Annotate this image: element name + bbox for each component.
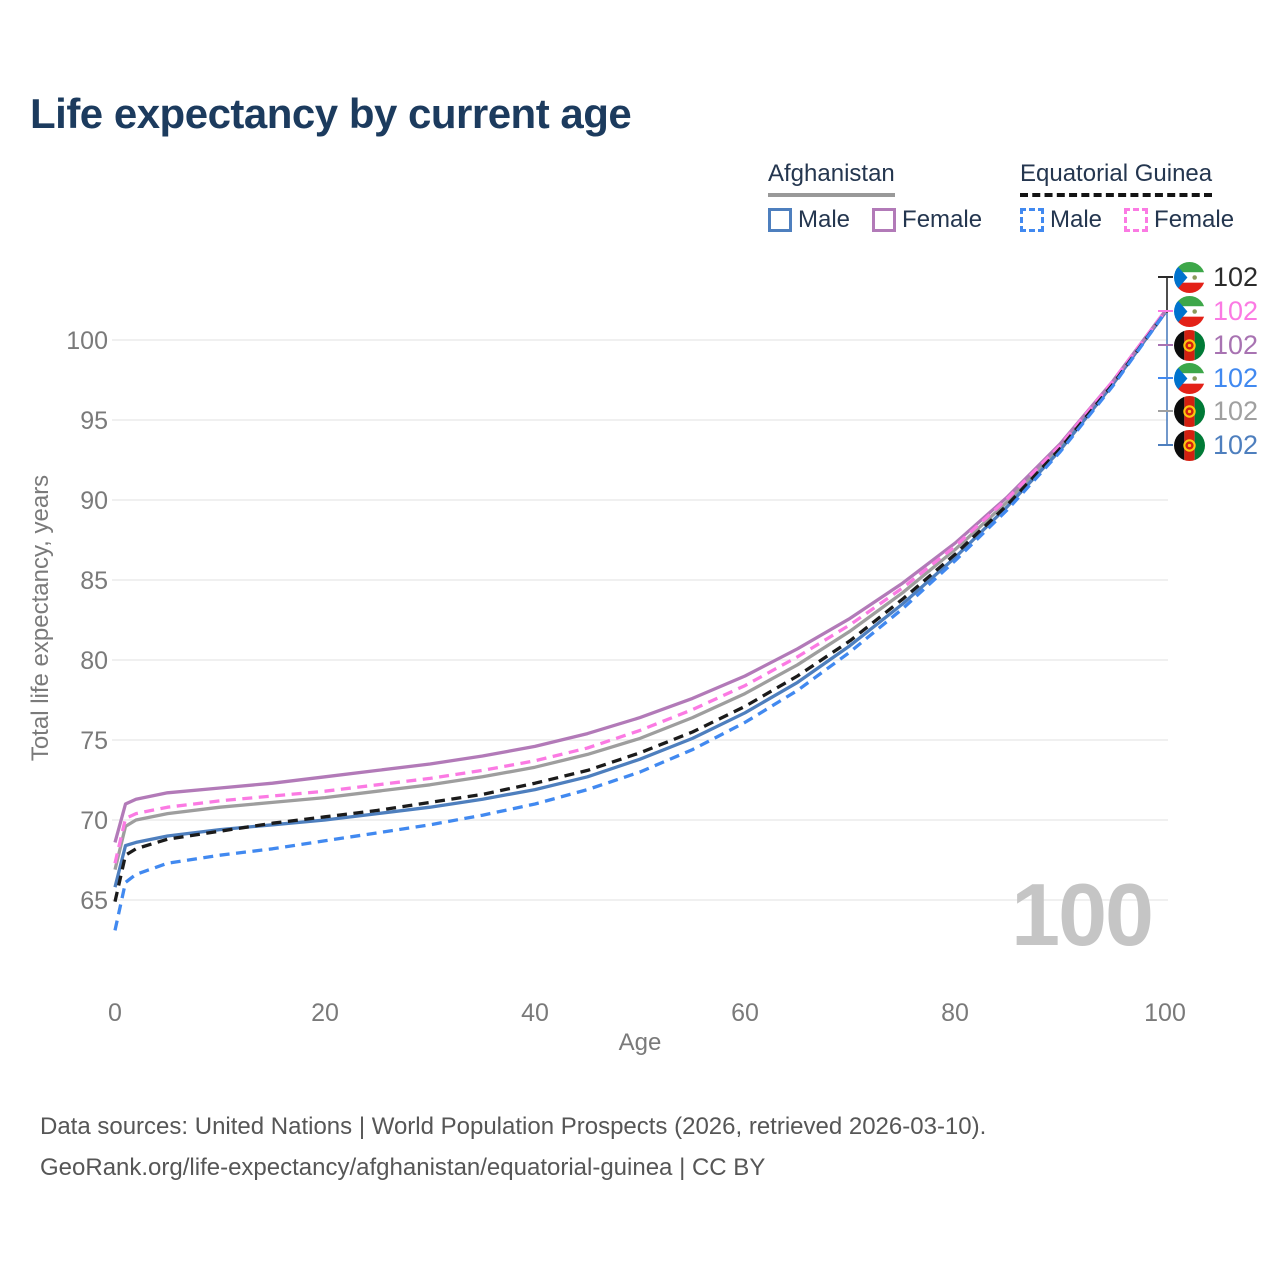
end-label-value: 102 (1213, 362, 1259, 393)
equatorial-guinea-male-swatch-icon (1020, 208, 1044, 232)
end-label-equatorial-guinea-female: 102 (1174, 295, 1258, 327)
x-tick-label: 0 (108, 999, 122, 1027)
y-tick-label: 70 (80, 807, 108, 835)
equatorial-guinea-flag-icon (1174, 362, 1205, 394)
legend-label: Female (1154, 206, 1235, 233)
legend-country-equatorial-guinea[interactable]: Equatorial Guinea (1020, 160, 1213, 197)
x-tick-label: 40 (521, 999, 549, 1027)
footer-data-sources: Data sources: United Nations | World Pop… (40, 1113, 987, 1140)
x-tick-label: 80 (941, 999, 969, 1027)
end-label-value: 102 (1213, 395, 1259, 426)
end-label-value: 102 (1213, 261, 1259, 292)
series-line-equatorial-guinea-female[interactable] (113, 310, 1167, 864)
chart-legend: Afghanistan Male Female Equatorial Guine… (0, 160, 1280, 240)
afghanistan-female-swatch-icon (872, 208, 897, 232)
page-title: Life expectancy by current age (30, 90, 632, 137)
legend-label: Male (1050, 206, 1103, 233)
afghanistan-flag-icon (1174, 429, 1205, 461)
equatorial-guinea-female-swatch-icon (1124, 208, 1149, 232)
x-tick-label: 20 (311, 999, 339, 1027)
y-tick-label: 65 (80, 887, 108, 915)
afghanistan-flag-icon (1174, 329, 1205, 361)
x-axis-title: Age (619, 1029, 662, 1056)
end-label-value: 102 (1213, 429, 1259, 460)
afghanistan-flag-icon (1174, 395, 1205, 427)
legend-item-equatorial-guinea-female[interactable]: Female (1124, 206, 1234, 234)
legend-label: Male (798, 206, 851, 233)
series-line-afghanistan-total[interactable] (113, 311, 1167, 870)
y-tick-label: 95 (80, 407, 108, 435)
y-axis-title: Total life expectancy, years (27, 475, 54, 761)
end-label-equatorial-guinea-male: 102 (1174, 362, 1258, 394)
y-tick-label: 85 (80, 567, 108, 595)
legend-country-afghanistan[interactable]: Afghanistan (768, 160, 895, 197)
footer-attribution: GeoRank.org/life-expectancy/afghanistan/… (40, 1154, 766, 1181)
age-counter-watermark: 100 (1011, 865, 1152, 964)
y-tick-label: 75 (80, 727, 108, 755)
legend-item-equatorial-guinea-male[interactable]: Male (1020, 206, 1102, 234)
legend-item-afghanistan-female[interactable]: Female (872, 206, 982, 234)
end-label-afghanistan-male: 102 (1174, 429, 1258, 461)
x-tick-label: 100 (1144, 999, 1186, 1027)
legend-group-equatorial-guinea: Equatorial Guinea Male Female (1020, 160, 1234, 234)
x-tick-label: 60 (731, 999, 759, 1027)
end-label-afghanistan-total: 102 (1174, 395, 1258, 427)
y-tick-label: 80 (80, 647, 108, 675)
equatorial-guinea-flag-icon (1174, 261, 1205, 293)
end-label-value: 102 (1213, 295, 1259, 326)
y-tick-label: 100 (66, 327, 108, 355)
legend-label: Female (902, 206, 983, 233)
y-tick-label: 90 (80, 487, 108, 515)
footer: Data sources: United Nations | World Pop… (40, 1106, 986, 1188)
afghanistan-male-swatch-icon (768, 208, 792, 232)
end-label-afghanistan-female: 102 (1174, 329, 1258, 361)
series-line-equatorial-guinea-male[interactable] (113, 311, 1167, 931)
series-line-afghanistan-female[interactable] (113, 310, 1167, 843)
legend-item-afghanistan-male[interactable]: Male (768, 206, 850, 234)
equatorial-guinea-flag-icon (1174, 295, 1205, 327)
legend-group-afghanistan: Afghanistan Male Female (768, 160, 982, 234)
end-label-equatorial-guinea-total: 102 (1174, 261, 1258, 293)
end-label-value: 102 (1213, 329, 1259, 360)
series-line-equatorial-guinea-total[interactable] (113, 311, 1167, 902)
series-line-afghanistan-male[interactable] (113, 311, 1167, 888)
